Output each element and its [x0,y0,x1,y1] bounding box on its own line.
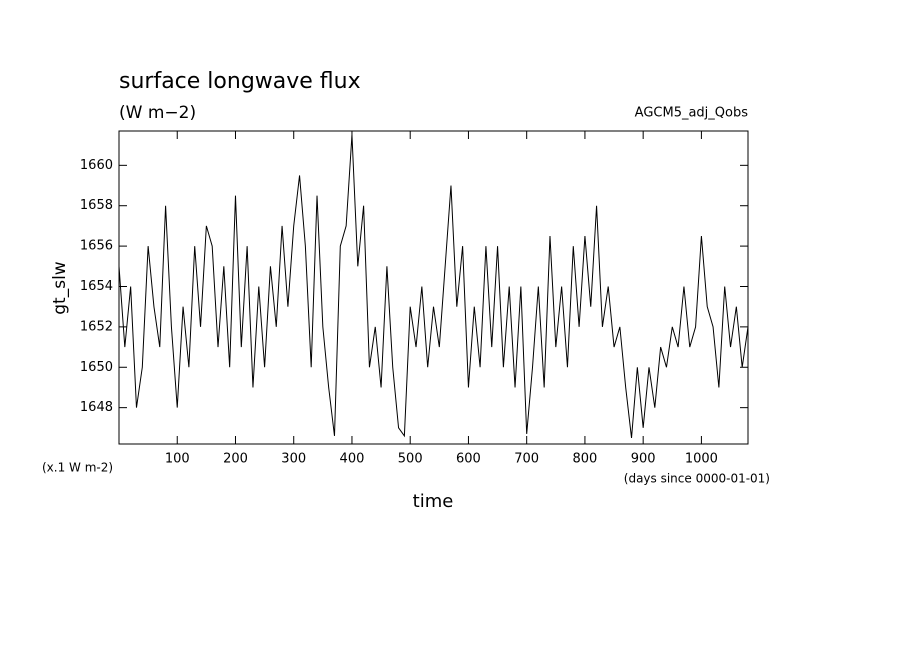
y-tick-label: 1658 [80,198,113,213]
y-tick-label: 1652 [80,319,113,334]
x-tick-label: 1000 [685,452,718,467]
chart-subtitle: (W m−2) [119,103,196,123]
y-tick-label: 1648 [80,400,113,415]
x-tick-label: 900 [631,452,656,467]
x-tick-label: 300 [281,452,306,467]
y-tick-label: 1650 [80,360,113,375]
data-line [118,135,749,438]
annotation: AGCM5_adj_Qobs [635,106,749,121]
x-tick-label: 700 [514,452,539,467]
y-unit-note: (x.1 W m-2) [42,461,113,475]
x-tick-label: 800 [573,452,598,467]
x-unit-note: (days since 0000-01-01) [624,472,770,486]
plot-frame [118,130,749,445]
x-tick-label: 100 [165,452,190,467]
y-tick-label: 1654 [80,279,113,294]
chart-title: surface longwave flux [119,69,361,94]
x-tick-label: 400 [340,452,365,467]
x-tick-label: 600 [456,452,481,467]
y-tick-label: 1660 [80,158,113,173]
x-tick-label: 500 [398,452,423,467]
y-axis-label: gt_slw [50,261,70,315]
x-tick-label: 200 [223,452,248,467]
y-tick-label: 1656 [80,239,113,254]
x-axis-label: time [413,491,454,512]
